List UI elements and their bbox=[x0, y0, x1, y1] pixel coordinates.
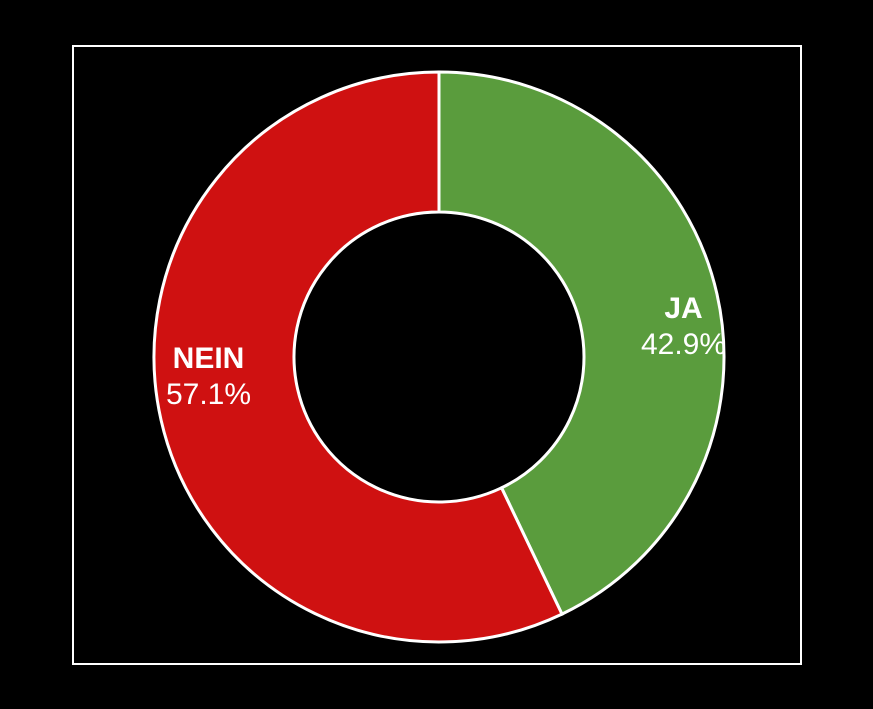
chart-frame: JA42.9%NEIN57.1% bbox=[72, 45, 802, 665]
donut-chart-svg bbox=[74, 47, 804, 667]
